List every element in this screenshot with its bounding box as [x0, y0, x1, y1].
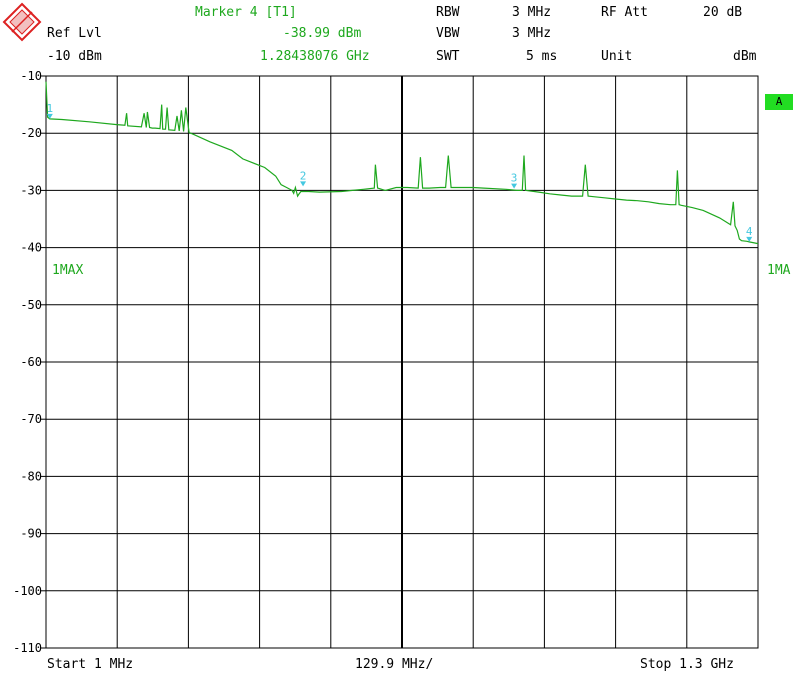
swt-value: 5 ms — [526, 49, 558, 64]
marker-level: -38.99 dBm — [283, 26, 362, 41]
y-tick-labels: -10 -20 -30 -40 -50 -60 -70 -80 -90 -100 -110 — [13, 69, 42, 655]
vbw-label: VBW — [436, 26, 460, 41]
marker-title: Marker 4 [T1] — [195, 5, 297, 20]
marker-2-symbol — [300, 181, 307, 187]
swt-label: SWT — [436, 49, 460, 64]
trace-a-badge: A — [765, 94, 793, 110]
start-frequency: Start 1 MHz — [47, 657, 134, 672]
y-tick-label: -70 — [20, 412, 42, 426]
marker-3-symbol — [511, 183, 518, 189]
ref-level-label: Ref Lvl — [47, 26, 102, 41]
y-tick-label: -40 — [20, 241, 42, 255]
trace-label-right: 1MA — [767, 263, 791, 278]
ref-level-value: -10 dBm — [47, 49, 102, 64]
plot-grid — [40, 75, 759, 649]
vbw-value: 3 MHz — [512, 26, 552, 41]
y-tick-label: -110 — [13, 641, 42, 655]
unit-label: Unit — [601, 49, 633, 64]
y-tick-label: -90 — [20, 527, 42, 541]
marker-frequency: 1.28438076 GHz — [260, 49, 370, 64]
trace-layer — [45, 81, 759, 245]
trace-label-left: 1MAX — [52, 263, 84, 278]
stop-frequency: Stop 1.3 GHz — [640, 657, 734, 672]
trace-line — [45, 81, 759, 245]
y-tick-label: -50 — [20, 298, 42, 312]
marker-3-label: 3 — [511, 172, 518, 185]
rf-att-label: RF Att — [601, 5, 648, 20]
y-tick-label: -100 — [13, 584, 42, 598]
marker-1-label: 1 — [47, 102, 54, 115]
y-tick-label: -10 — [20, 69, 42, 83]
span-per-division: 129.9 MHz/ — [355, 657, 434, 672]
marker-2-label: 2 — [300, 169, 307, 182]
marker-4-label: 4 — [746, 225, 753, 238]
rbw-label: RBW — [436, 5, 460, 20]
y-tick-label: -30 — [20, 183, 42, 197]
unit-value: dBm — [733, 49, 757, 64]
rbw-value: 3 MHz — [512, 5, 552, 20]
rf-att-value: 20 dB — [703, 5, 743, 20]
brand-logo — [2, 2, 42, 42]
y-tick-label: -80 — [20, 469, 42, 483]
y-tick-label: -60 — [20, 355, 42, 369]
y-tick-label: -20 — [20, 126, 42, 140]
marker-layer: 1 2 3 4 — [47, 102, 753, 242]
marker-4-symbol — [746, 236, 753, 242]
marker-1-symbol — [46, 113, 53, 119]
